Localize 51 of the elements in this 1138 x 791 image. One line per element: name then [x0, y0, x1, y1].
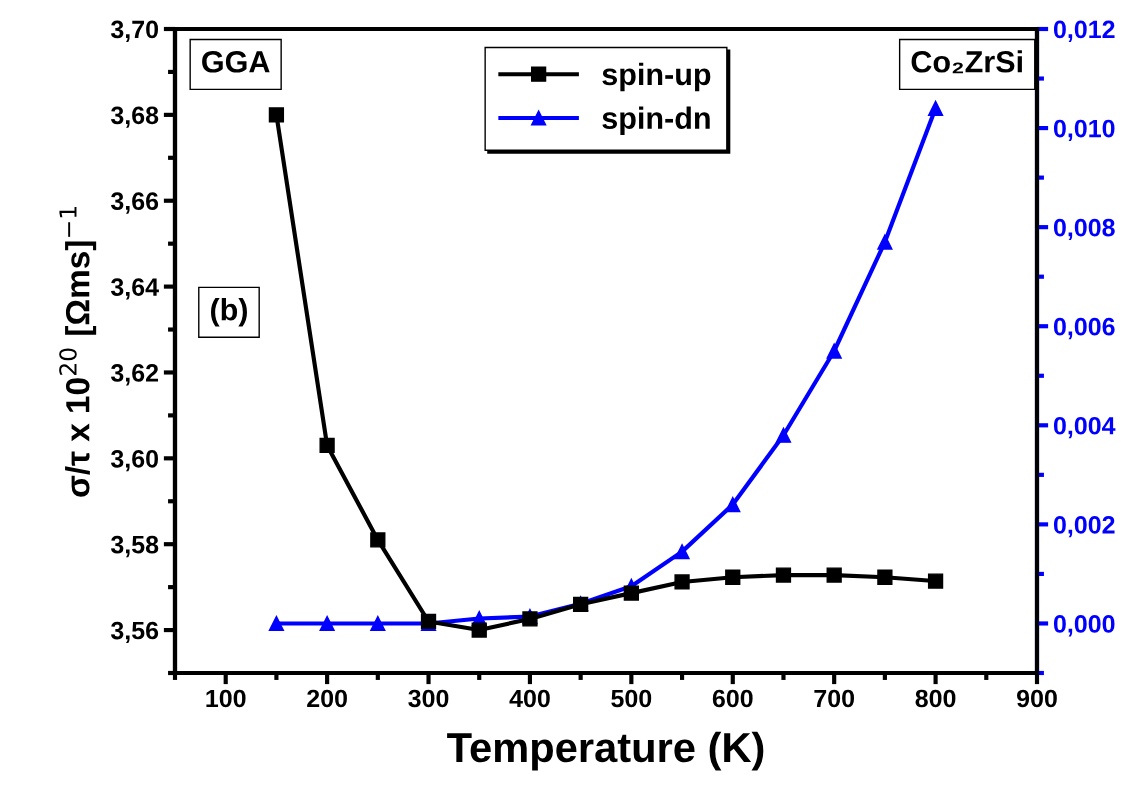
point: [826, 343, 842, 359]
legend-label: spin-up: [602, 62, 711, 92]
x-tick-label: 900: [1017, 689, 1057, 708]
x-tick-label: 200: [307, 689, 347, 708]
y2-tick-label: 0,010: [1053, 119, 1115, 142]
point: [674, 543, 690, 560]
point: [826, 567, 842, 583]
x-tick-label: 600: [712, 689, 753, 708]
x-tick-label: 500: [611, 689, 652, 708]
x-tick-label: 700: [814, 689, 855, 708]
point: [268, 107, 285, 123]
x-tick-label: 400: [509, 689, 550, 708]
y-tick-label: 3,70: [110, 20, 159, 42]
y-tick-label: 3,58: [110, 535, 159, 558]
point: [370, 532, 386, 548]
point: [268, 615, 285, 632]
legend-label: spin-dn: [602, 106, 710, 136]
point: [927, 573, 944, 589]
point: [319, 437, 335, 454]
point: [623, 585, 639, 601]
point: [319, 615, 335, 632]
x-tick-label: 800: [915, 689, 956, 708]
y-tick-label: 3,60: [110, 449, 159, 472]
x-axis-title: Temperature (K): [447, 731, 764, 771]
point: [471, 622, 487, 638]
x-tick-label: 300: [408, 689, 449, 708]
y-tick-label: 3,56: [110, 621, 159, 643]
y2-tick-label: 0,002: [1053, 515, 1115, 538]
point: [927, 100, 944, 116]
point: [877, 234, 893, 250]
y2-tick-label: 0,004: [1053, 416, 1116, 439]
y2-tick-label: 0,000: [1053, 615, 1115, 637]
y-tick-label: 3,62: [110, 364, 159, 386]
y2-tick-label: 0,008: [1053, 218, 1115, 241]
y-axis-title: σ/τ x 10$^{20}$ [Ωms]$^{−1}$: [59, 207, 97, 497]
annotation: GGA: [202, 50, 270, 73]
annotation: (b): [211, 298, 247, 327]
y2-tick-label: 0,006: [1053, 317, 1115, 340]
point: [775, 567, 792, 583]
y2-tick-label: 0,012: [1053, 20, 1115, 42]
annotation: Co₂ZrSi: [911, 50, 1022, 74]
point: [370, 615, 386, 632]
point: [725, 569, 741, 585]
point: [877, 569, 893, 585]
x-tick-label: 100: [206, 689, 246, 708]
point: [725, 496, 741, 513]
y-tick-label: 3,64: [110, 278, 159, 300]
point: [775, 427, 792, 443]
point: [674, 574, 690, 590]
y-tick-label: 3,68: [110, 106, 159, 128]
y-tick-label: 3,66: [110, 192, 159, 214]
